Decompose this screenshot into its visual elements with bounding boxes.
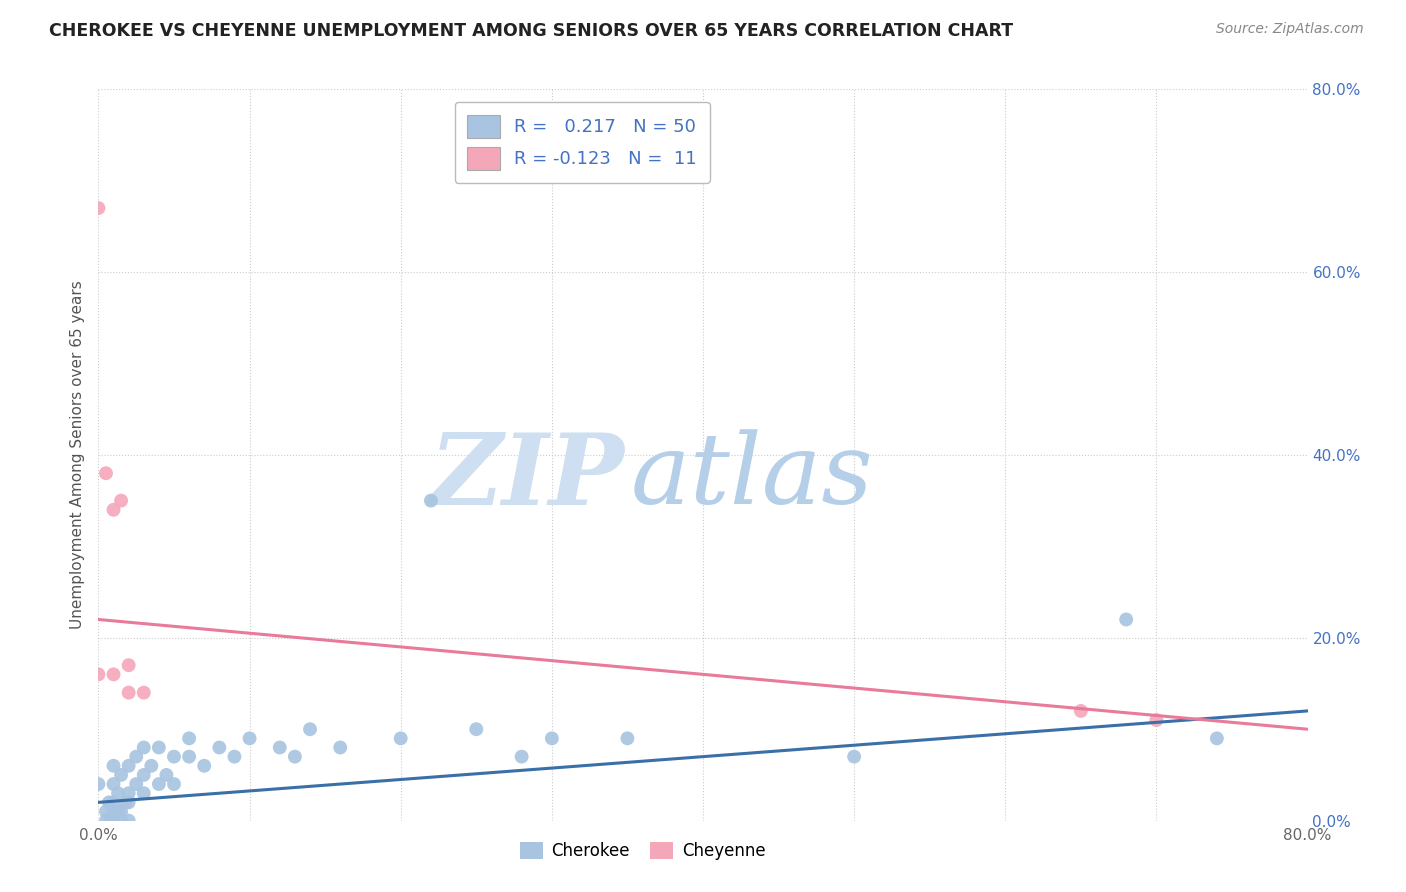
Point: [329, 740, 352, 755]
Text: atlas: atlas: [630, 429, 873, 524]
Point: [389, 731, 412, 746]
Point: [141, 758, 163, 772]
Point: [1115, 613, 1137, 627]
Text: ZIP: ZIP: [429, 429, 624, 525]
Point: [420, 493, 443, 508]
Point: [103, 503, 125, 517]
Point: [118, 786, 141, 800]
Point: [132, 740, 155, 755]
Point: [118, 796, 141, 810]
Point: [118, 658, 141, 673]
Point: [118, 758, 141, 772]
Point: [299, 723, 322, 737]
Point: [132, 786, 155, 800]
Point: [87, 777, 110, 791]
Point: [163, 749, 186, 764]
Point: [155, 768, 177, 782]
Point: [844, 749, 866, 764]
Point: [87, 667, 110, 681]
Point: [269, 740, 291, 755]
Point: [94, 814, 117, 828]
Point: [87, 201, 110, 215]
Point: [510, 749, 533, 764]
Text: Source: ZipAtlas.com: Source: ZipAtlas.com: [1216, 22, 1364, 37]
Point: [179, 749, 201, 764]
Point: [224, 749, 246, 764]
Point: [100, 814, 122, 828]
Point: [118, 814, 141, 828]
Point: [103, 796, 125, 810]
Point: [540, 731, 562, 746]
Text: CHEROKEE VS CHEYENNE UNEMPLOYMENT AMONG SENIORS OVER 65 YEARS CORRELATION CHART: CHEROKEE VS CHEYENNE UNEMPLOYMENT AMONG …: [49, 22, 1014, 40]
Y-axis label: Unemployment Among Seniors over 65 years: Unemployment Among Seniors over 65 years: [70, 281, 86, 629]
Point: [103, 814, 125, 828]
Point: [208, 740, 231, 755]
Point: [125, 777, 148, 791]
Point: [103, 758, 125, 772]
Point: [148, 777, 170, 791]
Point: [132, 686, 155, 700]
Point: [94, 466, 117, 480]
Point: [193, 758, 215, 772]
Legend: Cherokee, Cheyenne: Cherokee, Cheyenne: [513, 836, 772, 867]
Point: [1144, 713, 1167, 727]
Point: [103, 777, 125, 791]
Point: [1070, 704, 1092, 718]
Point: [118, 686, 141, 700]
Point: [125, 749, 148, 764]
Point: [110, 768, 132, 782]
Point: [179, 731, 201, 746]
Point: [132, 768, 155, 782]
Point: [107, 786, 129, 800]
Point: [98, 796, 121, 810]
Point: [284, 749, 307, 764]
Point: [103, 667, 125, 681]
Point: [107, 805, 129, 819]
Point: [94, 805, 117, 819]
Point: [110, 493, 132, 508]
Point: [616, 731, 638, 746]
Point: [110, 814, 132, 828]
Point: [163, 777, 186, 791]
Point: [103, 805, 125, 819]
Point: [239, 731, 262, 746]
Point: [1206, 731, 1229, 746]
Point: [465, 723, 488, 737]
Point: [148, 740, 170, 755]
Point: [110, 805, 132, 819]
Point: [114, 796, 136, 810]
